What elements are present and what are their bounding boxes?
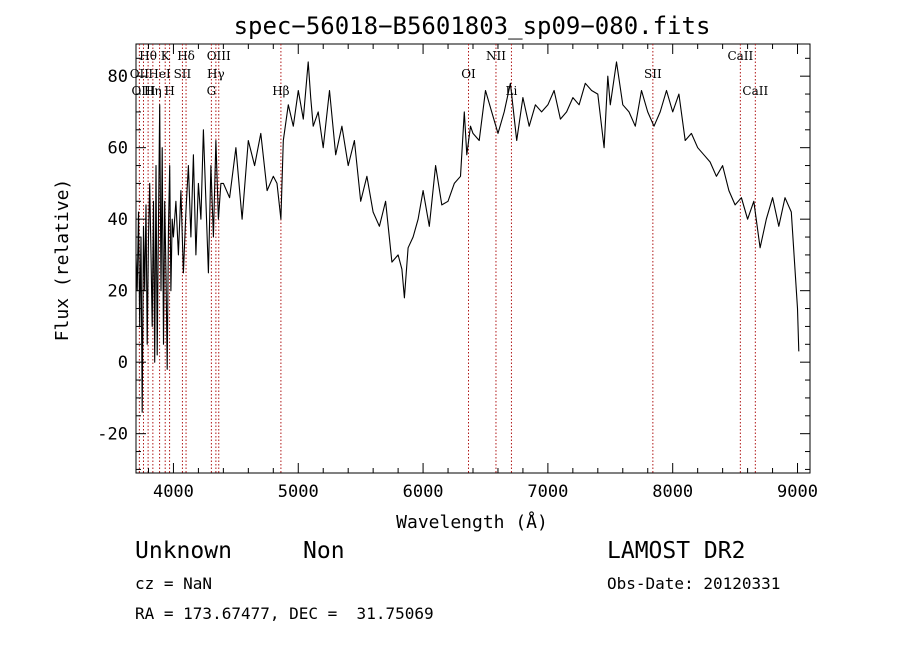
y-axis-label: Flux (relative) [52,179,73,342]
x-tick-label-2: 6000 [403,482,444,502]
coordinates: RA = 173.67477, DEC = 31.75069 [135,604,434,623]
chart-title: spec−56018−B5601803_sp09−080.fits [234,12,711,40]
survey-name: LAMOST DR2 [607,538,746,564]
spectral-line-label-6: OII [130,67,150,81]
x-tick-label-0: 4000 [153,482,194,502]
y-tick-label-1: 0 [118,353,128,373]
spectral-line-label-2: Hδ [177,49,195,63]
spectral-line-label-9: Hγ [207,67,225,81]
spectral-line-label-11: SII [644,67,662,81]
spectral-line-label-0: Hθ [139,49,157,63]
spectral-line-label-4: NII [486,49,506,63]
y-tick-label-2: 20 [108,282,128,302]
spectral-line-label-10: OI [461,67,476,81]
spectral-line-label-15: G [207,84,217,98]
spectral-line-label-8: SII [174,67,192,81]
y-tick-label-4: 60 [108,139,128,159]
y-tick-label-0: -20 [97,425,128,445]
spectral-line-label-7: HeI [148,67,171,81]
axis-tick-labels: 4000 5000 6000 7000 8000 9000 -20 0 20 40 60 80 [97,67,818,502]
object-class: Unknown [135,538,232,564]
spectrum-series-line [135,61,800,413]
axis-ticks [136,44,810,473]
redshift-cz: cz = NaN [135,574,213,593]
spectral-line-label-18: CaII [742,84,768,98]
x-tick-label-5: 9000 [777,482,818,502]
observation-date: Obs-Date: 20120331 [607,574,781,593]
spectral-line-label-3: OIII [207,49,231,63]
x-tick-label-4: 8000 [652,482,693,502]
y-tick-label-3: 40 [108,210,128,230]
spectral-line-label-16: Hβ [272,84,289,98]
spectral-line-label-14: H [164,84,174,98]
x-tick-label-3: 7000 [527,482,568,502]
y-tick-label-5: 80 [108,67,128,87]
plot-frame [135,43,811,474]
spectral-line-label-5: CaII [727,49,753,63]
spectral-line-markers [138,44,756,473]
object-subclass: Non [303,538,345,564]
spectral-line-label-13: Hη [144,84,162,98]
spectral-line-label-1: K [161,49,171,63]
x-tick-label-1: 5000 [278,482,319,502]
x-axis-label: Wavelength (Å) [396,511,548,533]
